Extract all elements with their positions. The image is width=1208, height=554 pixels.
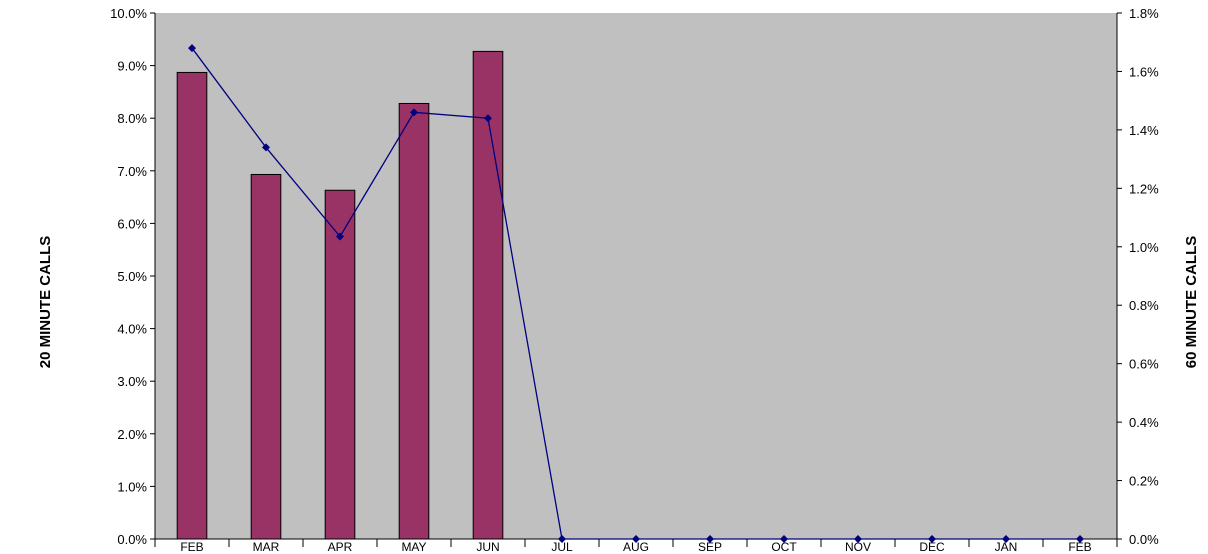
line-point-jul-5	[558, 535, 566, 543]
right-tick-label: 0.6%	[1129, 357, 1159, 372]
line-point-feb-0	[188, 44, 196, 53]
category-label-sep: SEP	[698, 540, 722, 554]
category-label-jul: JUL	[551, 540, 573, 554]
right-axis-title: 60 MINUTE CALLS	[1183, 236, 1200, 369]
category-label-dec: DEC	[919, 540, 945, 554]
left-tick-label: 1.0%	[117, 479, 147, 494]
right-tick-label: 0.2%	[1129, 474, 1159, 489]
left-tick-label: 3.0%	[117, 374, 147, 389]
category-label-feb: FEB	[1068, 540, 1091, 554]
line-point-sep-7	[706, 535, 714, 543]
right-tick-label: 1.6%	[1129, 64, 1159, 79]
bar-mar-1	[250, 173, 282, 540]
category-label-aug: AUG	[623, 540, 649, 554]
right-tick-label: 1.4%	[1129, 123, 1159, 138]
category-label-feb: FEB	[180, 540, 203, 554]
line-point-mar-1	[262, 143, 270, 152]
line-point-jan-11	[1002, 535, 1010, 543]
left-tick-label: 9.0%	[117, 59, 147, 74]
line-point-nov-9	[854, 535, 862, 543]
left-tick-label: 2.0%	[117, 427, 147, 442]
bar-feb-0	[176, 71, 208, 540]
line-point-oct-8	[780, 535, 788, 543]
category-label-nov: NOV	[845, 540, 871, 554]
left-tick-label: 6.0%	[117, 216, 147, 231]
left-tick-label: 5.0%	[117, 269, 147, 284]
right-tick-label: 1.8%	[1129, 6, 1159, 21]
right-tick-label: 1.2%	[1129, 181, 1159, 196]
line-point-aug-6	[632, 535, 640, 543]
right-tick-label: 0.8%	[1129, 298, 1159, 313]
right-tick-label: 1.0%	[1129, 240, 1159, 255]
right-tick-label: 0.0%	[1129, 532, 1159, 547]
plot-area	[155, 13, 1117, 539]
left-tick-label: 10.0%	[110, 6, 147, 21]
category-label-apr: APR	[328, 540, 353, 554]
category-label-oct: OCT	[771, 540, 797, 554]
category-label-may: MAY	[401, 540, 426, 554]
category-label-jun: JUN	[476, 540, 499, 554]
right-tick-label: 0.4%	[1129, 415, 1159, 430]
line-point-apr-2	[336, 232, 344, 241]
left-tick-label: 0.0%	[117, 532, 147, 547]
bar-may-3	[398, 102, 430, 540]
line-point-dec-10	[928, 535, 936, 543]
category-label-mar: MAR	[253, 540, 280, 554]
line-point-feb-12	[1076, 535, 1084, 543]
bar-apr-2	[324, 189, 356, 540]
left-tick-label: 8.0%	[117, 111, 147, 126]
line-point-jun-4	[484, 114, 492, 123]
line-point-may-3	[410, 108, 418, 117]
left-tick-label: 7.0%	[117, 164, 147, 179]
category-label-jan: JAN	[995, 540, 1018, 554]
left-axis-title: 20 MINUTE CALLS	[37, 236, 54, 369]
left-tick-label: 4.0%	[117, 322, 147, 337]
bar-jun-4	[472, 50, 504, 540]
